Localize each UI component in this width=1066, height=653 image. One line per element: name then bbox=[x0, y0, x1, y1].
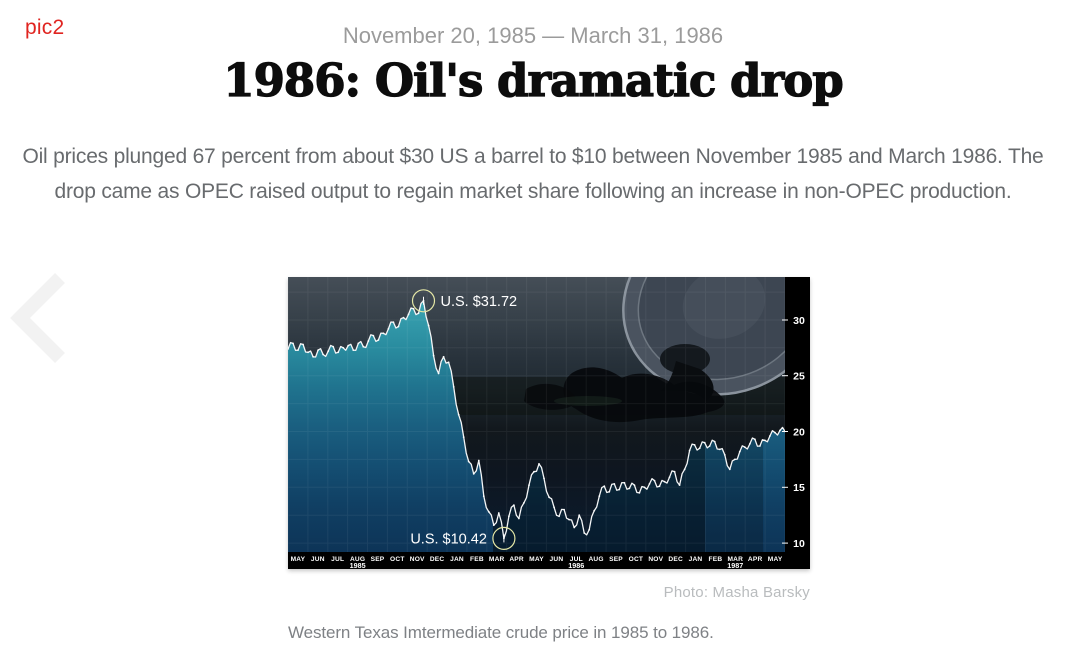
date-range: November 20, 1985 — March 31, 1986 bbox=[342, 23, 724, 48]
oil-price-chart: 10 15 20 25 30 MAY JUN JUL AUG SEP OCT NOV DEC JAN FEB… bbox=[288, 277, 810, 569]
svg-text:U.S. $31.72: U.S. $31.72 bbox=[441, 294, 518, 310]
svg-text:SEP: SEP bbox=[609, 556, 623, 563]
svg-text:MAR: MAR bbox=[489, 556, 505, 563]
svg-text:OCT: OCT bbox=[390, 556, 405, 563]
image-caption: Western Texas Imtermediate crude price i… bbox=[288, 623, 714, 642]
svg-text:1986: 1986 bbox=[568, 561, 584, 569]
svg-text:APR: APR bbox=[748, 556, 763, 563]
svg-text:U.S. $10.42: U.S. $10.42 bbox=[410, 531, 487, 547]
svg-text:JUL: JUL bbox=[331, 556, 344, 563]
svg-text:MAR: MAR bbox=[727, 556, 743, 563]
grid-lines bbox=[288, 277, 786, 552]
annotation: U.S. $10.42 bbox=[410, 526, 516, 550]
svg-text:APR: APR bbox=[509, 556, 524, 563]
svg-text:30: 30 bbox=[793, 315, 805, 327]
svg-text:MAY: MAY bbox=[529, 556, 544, 563]
svg-text:JUL: JUL bbox=[570, 556, 583, 563]
svg-text:OCT: OCT bbox=[629, 556, 644, 563]
price-points bbox=[288, 299, 786, 540]
intro-paragraph: Oil prices plunged 67 percent from about… bbox=[22, 145, 1044, 203]
year-labels: 1985 1986 1987 bbox=[350, 561, 744, 569]
svg-text:DEC: DEC bbox=[668, 556, 683, 563]
svg-text:NOV: NOV bbox=[410, 556, 425, 563]
svg-text:1985: 1985 bbox=[350, 561, 366, 569]
svg-text:15: 15 bbox=[793, 482, 805, 494]
svg-text:MAY: MAY bbox=[291, 556, 306, 563]
svg-text:MAY: MAY bbox=[768, 556, 783, 563]
svg-text:25: 25 bbox=[793, 371, 805, 383]
price-area bbox=[288, 300, 785, 552]
svg-text:SEP: SEP bbox=[371, 556, 385, 563]
photo-credit: Photo: Masha Barsky bbox=[663, 584, 810, 601]
corner-label: pic2 bbox=[25, 16, 65, 39]
svg-text:JUN: JUN bbox=[550, 556, 564, 563]
svg-text:20: 20 bbox=[793, 426, 805, 438]
svg-text:DEC: DEC bbox=[430, 556, 445, 563]
page-title: 1986: Oil's dramatic drop bbox=[223, 53, 845, 107]
annotation: U.S. $31.72 bbox=[411, 289, 518, 313]
y-axis-labels: 10 15 20 25 30 bbox=[782, 315, 805, 550]
svg-text:JUN: JUN bbox=[311, 556, 325, 563]
chevron-left-icon[interactable] bbox=[4, 270, 74, 366]
svg-text:FEB: FEB bbox=[470, 556, 484, 563]
svg-text:JAN: JAN bbox=[689, 556, 703, 563]
svg-text:AUG: AUG bbox=[588, 556, 603, 563]
x-axis-strip bbox=[288, 552, 810, 569]
svg-text:JAN: JAN bbox=[450, 556, 464, 563]
svg-text:10: 10 bbox=[793, 538, 805, 550]
svg-text:NOV: NOV bbox=[648, 556, 663, 563]
svg-text:1987: 1987 bbox=[727, 561, 743, 569]
svg-text:AUG: AUG bbox=[350, 556, 365, 563]
svg-text:FEB: FEB bbox=[709, 556, 723, 563]
x-axis-labels: MAY JUN JUL AUG SEP OCT NOV DEC JAN FEB MAR APR MAY J… bbox=[291, 556, 783, 563]
oil-barrel-image bbox=[524, 277, 810, 423]
y-axis-strip bbox=[785, 277, 810, 569]
price-line bbox=[288, 300, 786, 540]
